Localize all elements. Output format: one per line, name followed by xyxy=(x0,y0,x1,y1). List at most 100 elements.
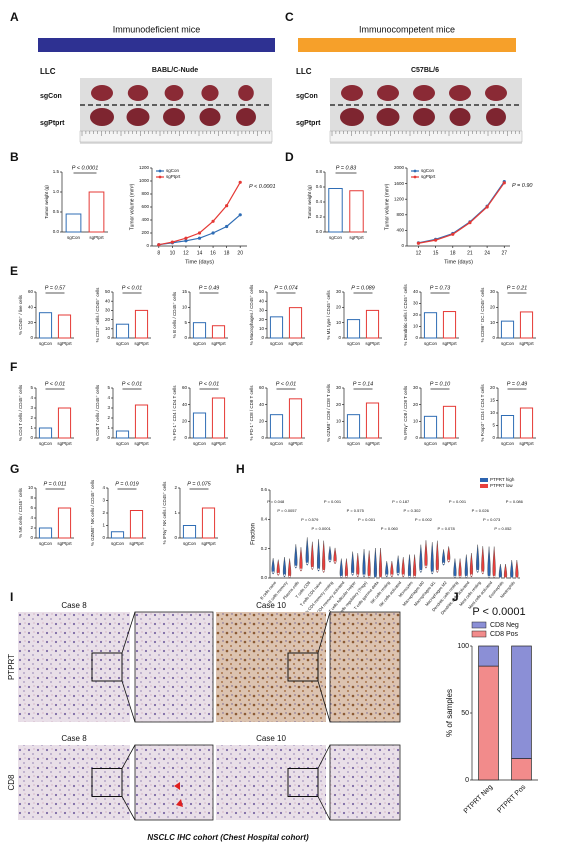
y-tick-label: 3 xyxy=(30,405,33,410)
p-value: P < 0.01 xyxy=(45,381,65,387)
median xyxy=(408,575,411,578)
violin xyxy=(476,544,480,573)
tumor xyxy=(376,108,400,126)
p-value: P = 0.001 xyxy=(449,499,467,504)
row-label: sgCon xyxy=(296,93,318,100)
median xyxy=(447,559,450,562)
median xyxy=(311,566,314,569)
ihc-image xyxy=(216,612,326,722)
bar xyxy=(110,531,125,539)
y-tick-label: 0 xyxy=(102,535,105,540)
y-axis-label: Tumor volume (mm³) xyxy=(129,183,135,230)
y-tick-label: 10 xyxy=(105,326,111,331)
x-tick-label: 24 xyxy=(484,250,490,256)
cell-line: LLC xyxy=(40,67,56,76)
y-tick-label: 50 xyxy=(105,289,111,294)
ihc-zoom xyxy=(134,611,214,723)
violin xyxy=(317,539,321,572)
y-tick-label: 0 xyxy=(146,243,149,248)
bar xyxy=(211,325,226,339)
y-tick-label: 4 xyxy=(107,395,110,400)
x-tick-label: sgPtprt xyxy=(211,441,226,446)
bar xyxy=(269,316,284,339)
median xyxy=(499,577,502,579)
x-tick-label: sgPtprt xyxy=(134,341,149,346)
bar xyxy=(442,311,457,339)
y-tick-label: 5 xyxy=(184,320,187,325)
y-axis-label: % CD4 T cells / CD45⁺ cells xyxy=(18,384,23,441)
y-tick-label: 1 xyxy=(107,425,110,430)
tumor xyxy=(340,108,364,126)
y-tick-label: 1 xyxy=(102,523,105,528)
y-tick-label: 0.8 xyxy=(316,169,323,174)
violin xyxy=(492,546,496,579)
x-tick-label: sgCon xyxy=(111,541,125,546)
y-tick-label: 10 xyxy=(413,419,419,424)
x-tick-label: 14 xyxy=(197,250,203,256)
zoom-connector xyxy=(121,796,136,821)
y-tick-label: 0 xyxy=(492,435,495,440)
median xyxy=(283,574,286,576)
tumor xyxy=(238,85,254,101)
tumor xyxy=(485,85,507,101)
y-tick-label: 0 xyxy=(261,435,264,440)
x-tick-label: sgPtprt xyxy=(57,441,72,446)
zoom-connector xyxy=(317,744,331,769)
violin xyxy=(305,537,309,566)
violin xyxy=(464,554,468,579)
y-axis-label: % GZMB⁺ CD8 / CD8 T cells xyxy=(326,383,331,441)
point xyxy=(238,180,242,184)
median xyxy=(465,575,468,578)
median xyxy=(504,577,507,579)
y-tick-label: 600 xyxy=(141,204,149,209)
x-tick-label: sgPtprt xyxy=(442,441,457,446)
y-tick-label: 0 xyxy=(30,435,33,440)
median xyxy=(345,575,348,578)
median xyxy=(334,561,336,563)
tumor xyxy=(90,108,114,126)
median xyxy=(277,572,280,575)
p-value: P = 0.026 xyxy=(472,508,490,513)
median xyxy=(436,569,439,572)
median xyxy=(363,574,365,576)
panel-letter: G xyxy=(10,462,19,476)
y-axis-label: % CD3⁺ cells / CD45⁺ cells xyxy=(95,287,100,343)
y-tick-label: 2 xyxy=(30,525,33,530)
y-tick-label: 30 xyxy=(259,308,265,313)
violin xyxy=(503,563,508,579)
x-tick-label: sgCon xyxy=(501,441,515,446)
y-axis-label: % CD86⁺ DC / CD45⁺ cells xyxy=(480,287,485,343)
row-label: CD8 xyxy=(7,774,16,791)
y-tick-label: 20 xyxy=(182,419,188,424)
p-value: P = 0.048 xyxy=(267,499,285,504)
violin xyxy=(498,563,502,579)
median xyxy=(420,569,422,572)
p-value: P = 0.019 xyxy=(115,481,139,487)
y-axis-label: Fraction xyxy=(251,523,257,545)
point xyxy=(485,205,489,209)
p-value: P = 0.187 xyxy=(392,499,410,504)
y-tick-label: 0 xyxy=(338,335,341,340)
point xyxy=(197,231,202,235)
y-tick-label: 0 xyxy=(174,535,177,540)
y-axis-label: % of samples xyxy=(445,689,454,737)
bar xyxy=(365,402,380,439)
tumor xyxy=(126,108,150,126)
median xyxy=(295,565,297,568)
median xyxy=(454,575,456,578)
y-axis-label: % Foxp3⁺ CD4 / CD4 T cells xyxy=(480,384,485,442)
legend-swatch xyxy=(471,630,487,638)
y-tick-label: 2 xyxy=(102,510,105,515)
point xyxy=(451,232,455,236)
y-tick-label: 20 xyxy=(490,385,496,390)
y-tick-label: 20 xyxy=(413,312,419,317)
median xyxy=(329,559,331,562)
p-value: P = 0.10 xyxy=(430,381,451,387)
x-tick-label: sgCon xyxy=(183,541,197,546)
x-tick-label: 10 xyxy=(170,250,176,256)
bar xyxy=(182,525,197,539)
y-axis-label: Tumor weight (g) xyxy=(44,185,49,219)
x-tick-label: sgCon xyxy=(116,341,130,346)
panel-header: Immunocompetent mice xyxy=(359,24,455,34)
